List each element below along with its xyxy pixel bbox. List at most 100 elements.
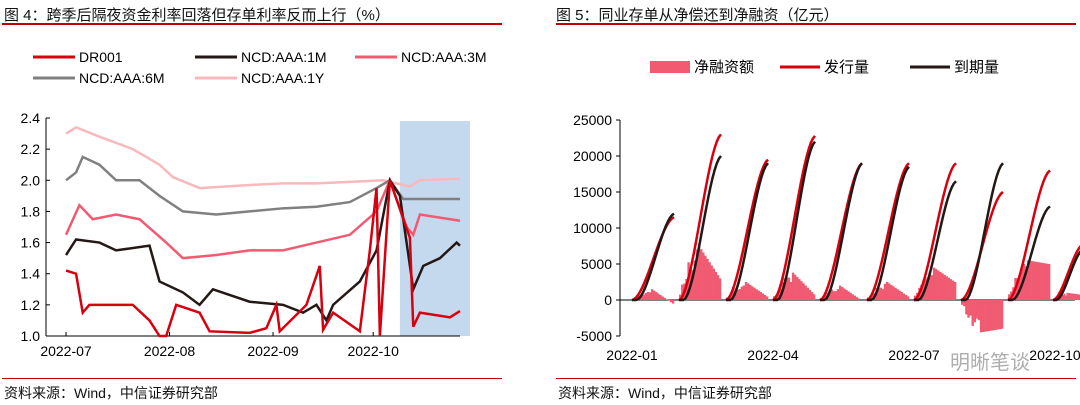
net-financing-bar [755,289,757,300]
net-financing-bar [657,294,659,300]
legend-label: NCD:AAA:1M [241,49,327,65]
y-tick-label: 1.0 [21,328,41,344]
y-tick-label: 20000 [573,148,612,164]
charts-canvas: 1.01.21.41.61.82.02.22.42022-07 2022-08 20… [0,0,1080,405]
net-financing-bar [845,290,847,300]
y-tick-label: 25000 [573,112,612,128]
net-financing-bar [805,286,807,300]
net-financing-bar [802,283,804,300]
net-financing-bar [939,272,941,300]
issuance-line [1053,245,1080,300]
net-financing-bar [833,291,835,300]
net-financing-bar [762,294,764,300]
net-financing-bar [880,288,882,300]
net-financing-bar [948,278,950,300]
net-financing-bar [892,286,894,300]
net-financing-bar [982,300,984,332]
net-financing-bar [988,300,990,331]
net-financing-bar [758,291,760,300]
net-financing-bar [894,288,896,300]
net-financing-bar [843,288,845,300]
net-financing-bar [837,289,839,300]
net-financing-bar [899,291,901,300]
y-tick-label: 5000 [581,256,612,272]
net-financing-bar [839,286,841,300]
net-financing-bar [884,284,886,300]
net-financing-bar [809,290,811,300]
net-financing-bar [664,298,666,300]
net-financing-bar [666,299,668,300]
net-financing-bar [980,300,982,332]
net-financing-bar [986,300,988,331]
net-financing-bar [1035,262,1037,300]
net-financing-bar [708,262,710,300]
legend-label: NCD:AAA:6M [79,70,165,86]
net-financing-bar [706,259,708,300]
net-financing-bar [713,269,715,300]
net-financing-bar [1001,300,1003,329]
net-financing-bar [792,273,794,300]
net-financing-bar [749,285,751,300]
net-financing-bar [943,275,945,300]
net-financing-bar [700,249,702,300]
net-financing-bar [896,289,898,300]
x-tick-label: 2022-10 [347,343,399,359]
net-financing-bar [670,300,672,302]
x-tick-label: 2022-09 [247,343,299,359]
net-financing-bar [760,292,762,300]
net-financing-bar [651,289,653,300]
net-financing-bar [882,289,884,300]
net-financing-bar [1037,262,1039,300]
net-financing-bar [647,292,649,300]
net-financing-bar [969,300,971,316]
y-tick-label: 1.8 [21,203,41,219]
net-financing-bar [653,291,655,300]
net-financing-bar [903,294,905,300]
net-financing-bar [907,296,909,300]
net-financing-bar [719,278,721,300]
y-tick-label: 1.4 [21,266,41,282]
net-financing-bar [858,299,860,300]
net-financing-bar [711,265,713,300]
net-financing-bar [645,293,647,300]
y-tick-label: -5000 [576,328,612,344]
net-financing-bar [807,288,809,300]
net-financing-bar [1044,263,1046,300]
net-financing-bar [933,268,935,300]
net-financing-bar [976,300,978,319]
net-financing-bar [952,281,954,300]
issuance-line [632,217,674,300]
net-financing-bar [847,291,849,300]
net-financing-bar [978,300,980,320]
net-financing-bar [751,286,753,300]
maturity-line [961,163,1003,300]
net-financing-bar [993,300,995,330]
net-financing-bar [747,283,749,300]
x-tick-label: 2022-07 [40,343,92,359]
net-financing-bar [717,275,719,300]
net-financing-bar [931,275,933,300]
net-financing-bar [841,287,843,300]
y-tick-label: 0 [604,292,612,308]
net-financing-bar [972,300,974,326]
net-financing-bar [796,277,798,300]
y-tick-label: 1.2 [21,297,41,313]
net-financing-bar [974,300,976,322]
net-financing-bar [753,288,755,300]
net-financing-bar [984,300,986,332]
net-financing-bar [1033,261,1035,300]
net-financing-bar [905,295,907,300]
net-financing-bar [890,285,892,300]
net-financing-bar [946,276,948,300]
net-financing-bar [672,300,674,304]
highlight-region [400,121,470,336]
net-financing-bar [704,256,706,300]
net-financing-bar [937,270,939,300]
net-financing-bar [655,292,657,300]
net-financing-bar [811,292,813,300]
net-financing-bar [800,281,802,300]
net-financing-bar [1031,261,1033,300]
net-financing-bar [941,273,943,300]
x-tick-label: 2022-04 [747,347,799,363]
net-financing-bar [950,279,952,300]
